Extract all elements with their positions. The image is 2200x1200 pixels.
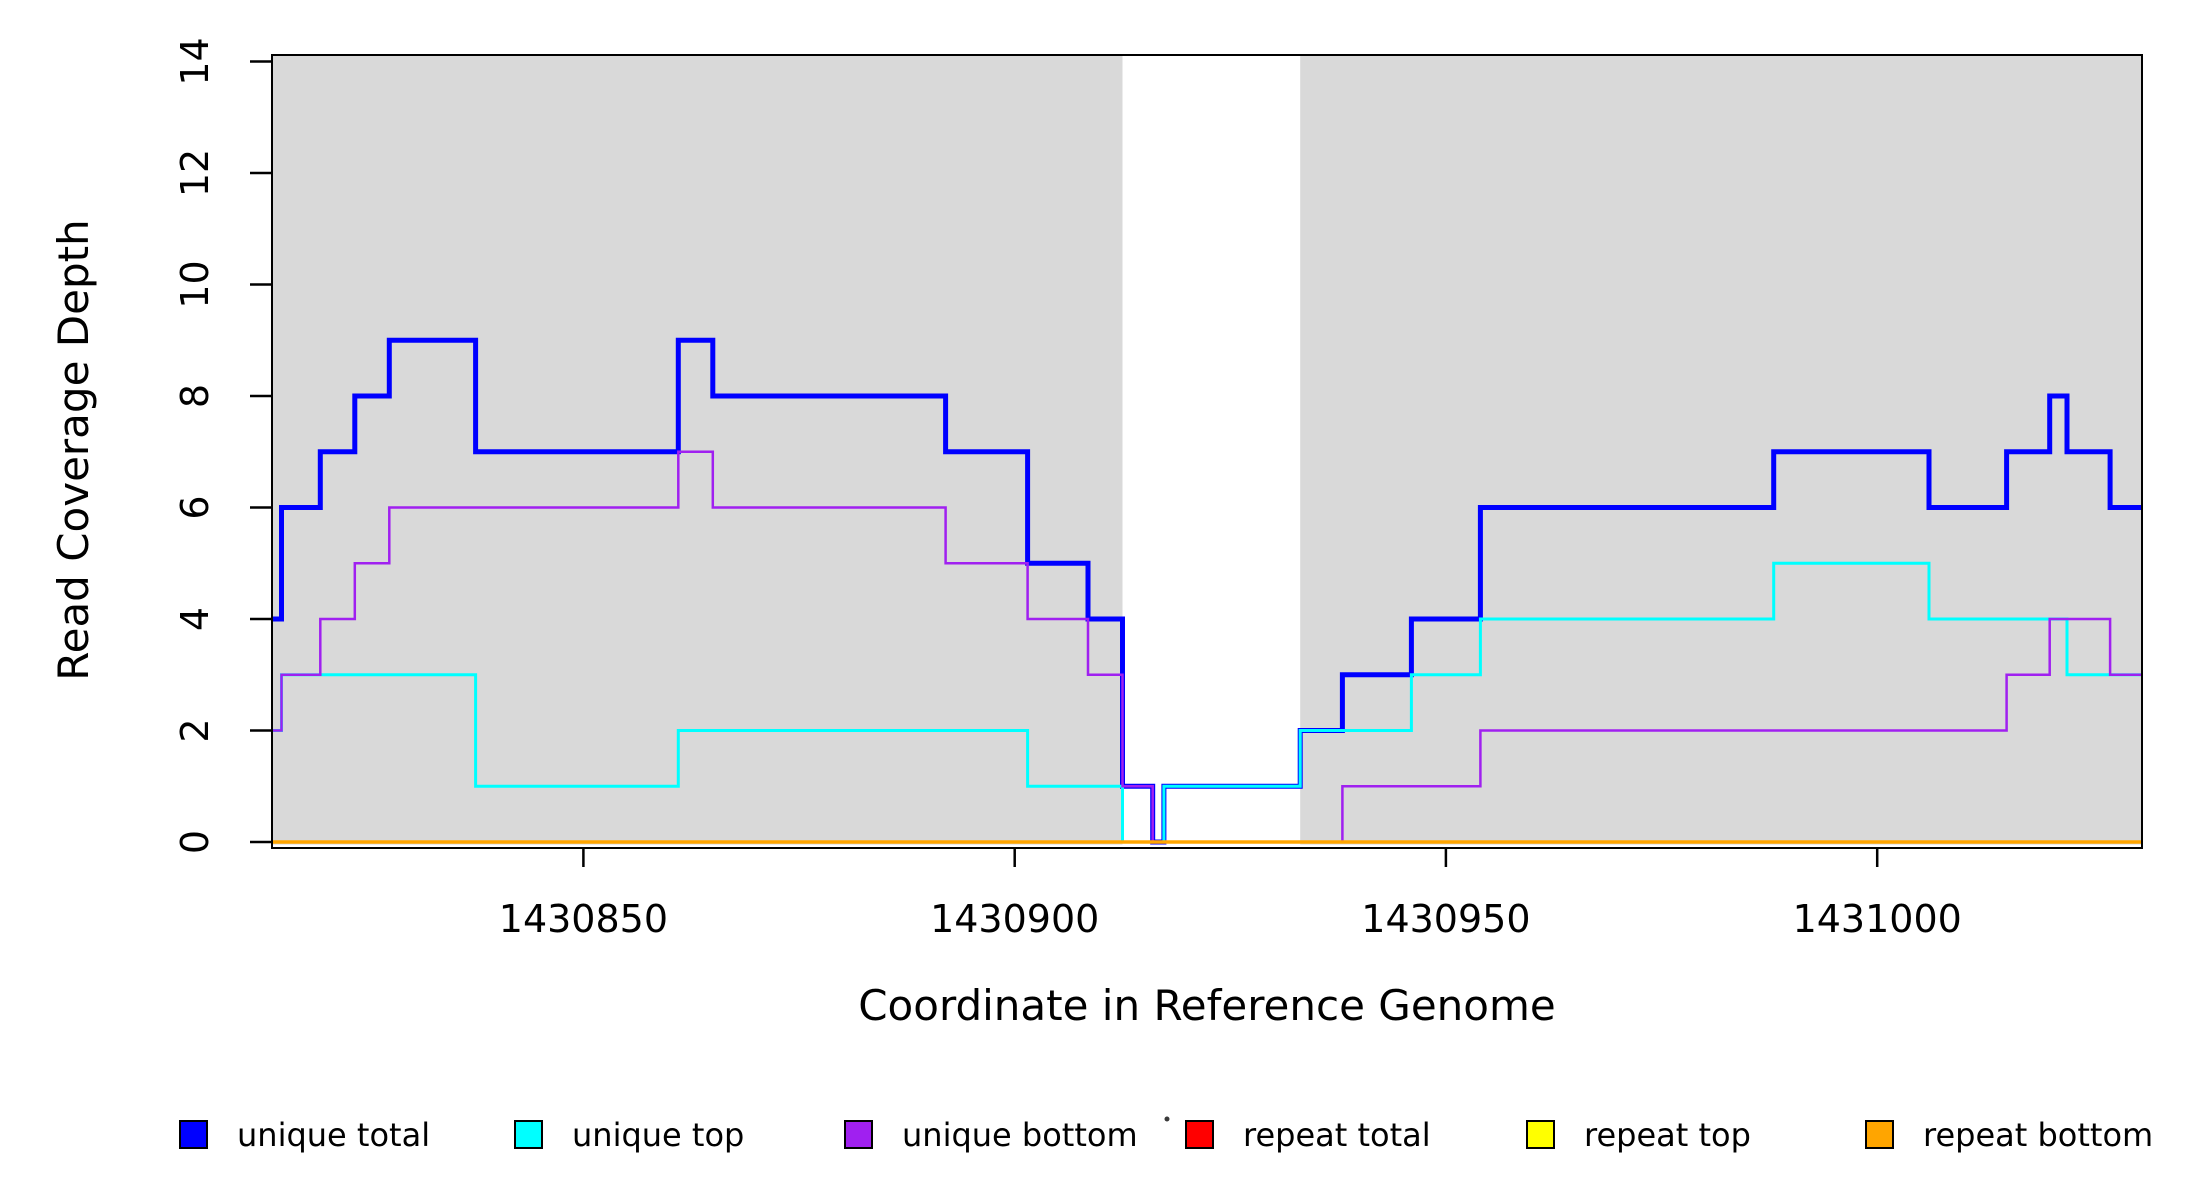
y-tick-label: 4 (173, 607, 217, 631)
x-tick-label: 1430850 (499, 897, 668, 941)
x-tick-label: 1430900 (930, 897, 1099, 941)
y-tick-label: 2 (173, 718, 217, 742)
legend-item-unique-total: unique total (179, 1116, 430, 1154)
legend-label: unique bottom (902, 1116, 1138, 1154)
legend-item-unique-bottom: unique bottom (844, 1116, 1138, 1154)
y-tick-label: 6 (173, 495, 217, 519)
legend-label: repeat bottom (1923, 1116, 2153, 1154)
series-unique-bottom (272, 450, 2142, 844)
y-tick-label: 10 (173, 260, 217, 308)
y-tick-label: 8 (173, 384, 217, 408)
legend-item-repeat-total: repeat total (1185, 1116, 1431, 1154)
y-tick-label: 14 (173, 37, 217, 85)
series-layer (272, 337, 2142, 845)
legend-label: unique top (572, 1116, 744, 1154)
y-axis-title: Read Coverage Depth (49, 219, 98, 680)
series-unique-top (272, 561, 2142, 844)
legend-swatch-unique-top (514, 1120, 543, 1149)
shaded-region (1300, 56, 2142, 845)
legend-swatch-repeat-top (1526, 1120, 1555, 1149)
legend-swatch-repeat-bottom (1865, 1120, 1894, 1149)
x-tick-label: 1431000 (1793, 897, 1962, 941)
stray-dot (1164, 1116, 1170, 1122)
legend-swatch-unique-bottom (844, 1120, 873, 1149)
legend-item-repeat-bottom: repeat bottom (1865, 1116, 2153, 1154)
plot-box (271, 54, 2143, 849)
legend-label: repeat top (1584, 1116, 1751, 1154)
legend-item-unique-top: unique top (514, 1116, 744, 1154)
y-tick-label: 0 (173, 830, 217, 854)
legend: unique total unique top unique bottom repea… (179, 1116, 2153, 1154)
legend-swatch-repeat-total (1185, 1120, 1214, 1149)
x-axis-title: Coordinate in Reference Genome (858, 981, 1556, 1030)
x-tick-label: 1430950 (1361, 897, 1530, 941)
legend-label: unique total (237, 1116, 430, 1154)
y-tick-label: 12 (173, 149, 217, 197)
legend-item-repeat-top: repeat top (1526, 1116, 1751, 1154)
legend-label: repeat total (1243, 1116, 1431, 1154)
legend-swatch-unique-total (179, 1120, 208, 1149)
axes-layer: 1430850 1430900 1430950 1431000 0 2 4 6 8 10 12 14 (173, 37, 2143, 941)
